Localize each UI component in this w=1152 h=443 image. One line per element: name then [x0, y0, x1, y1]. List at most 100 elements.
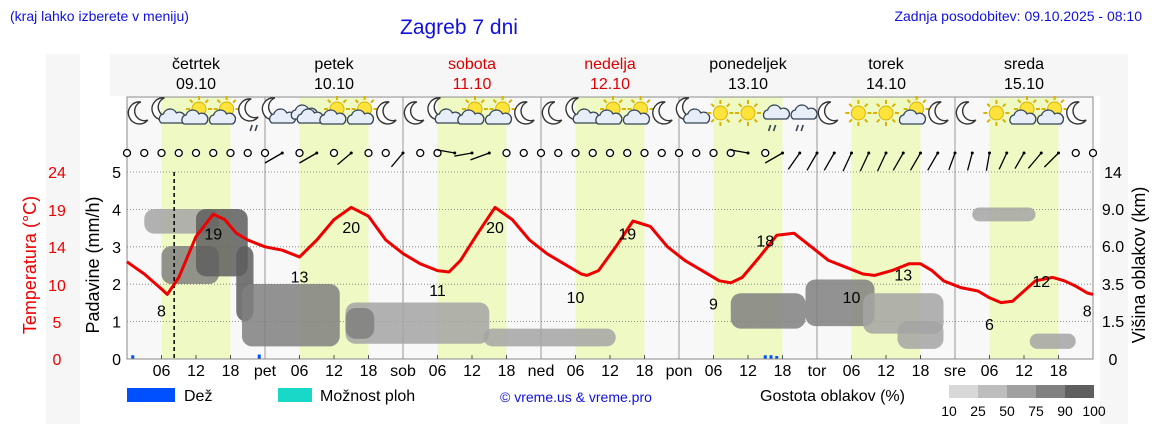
- x-tick-label: 18: [360, 363, 378, 380]
- x-day-label: pet: [254, 363, 277, 380]
- moon-cloud-icon: [151, 97, 186, 124]
- wind-barb-origin: [470, 151, 474, 155]
- x-tick-label: 12: [463, 363, 481, 380]
- wind-barb: [337, 152, 352, 166]
- x-day-label: sob: [390, 363, 416, 380]
- moon-icon: [376, 101, 397, 125]
- cloud-blob: [805, 279, 875, 327]
- day-header-band: [110, 54, 1100, 96]
- x-day-label: ned: [528, 363, 555, 380]
- wind-barb-origin: [919, 151, 922, 155]
- wind-barb: [764, 152, 783, 164]
- x-tick-label: 06: [291, 363, 309, 380]
- wind-calm-marker: [640, 148, 649, 158]
- sun-cloud-icon: [484, 96, 516, 125]
- density-swatch: [1036, 385, 1065, 398]
- wind-barb: [892, 152, 904, 171]
- wind-barb: [1043, 152, 1059, 168]
- temp-label: 19: [618, 227, 636, 244]
- temp-label: 10: [843, 290, 861, 307]
- density-level: 25: [970, 403, 986, 419]
- wind-calm-marker: [709, 148, 718, 158]
- cloud-height-axis-label: Višina oblakov (km): [1129, 187, 1149, 344]
- sun-icon: [873, 100, 899, 126]
- wind-calm-marker: [588, 148, 597, 158]
- day-date: 13.10: [728, 76, 768, 93]
- wind-barb-origin: [453, 151, 457, 155]
- wind-barb: [436, 149, 455, 154]
- wind-barb: [299, 152, 318, 164]
- cloud-blob: [1029, 333, 1076, 349]
- x-tick-label: 12: [1015, 363, 1033, 380]
- wind-barb: [470, 152, 490, 161]
- wind-barb: [806, 152, 818, 171]
- wind-barb: [730, 149, 749, 154]
- wind-barb-origin: [815, 151, 819, 155]
- cloud-blob: [196, 209, 248, 277]
- wind-barb: [787, 152, 801, 170]
- wind-calm-marker: [536, 148, 546, 158]
- sun-cloud-icon: [319, 96, 350, 125]
- cloud-height-tick: 14: [1104, 165, 1122, 182]
- precip-tick: 1: [112, 315, 121, 332]
- day-name: sobota: [448, 56, 496, 73]
- sun-cloud-icon: [346, 96, 378, 125]
- x-tick-label: 18: [1050, 363, 1068, 380]
- wind-barb-origin: [315, 151, 319, 155]
- shower-swatch: [278, 388, 312, 402]
- temp-tick: 19: [48, 203, 66, 220]
- wind-barb-origin: [988, 151, 991, 155]
- day-name: nedelja: [584, 56, 636, 73]
- wind-calm-marker: [554, 148, 563, 158]
- sun-icon: [735, 100, 761, 126]
- x-day-label: pon: [666, 363, 693, 380]
- rain-swatch: [127, 388, 175, 402]
- temp-label: 13: [291, 269, 309, 286]
- precip-bar: [257, 354, 261, 359]
- wind-barb-origin: [936, 151, 940, 155]
- x-tick-label: 12: [187, 363, 205, 380]
- x-tick-label: 18: [636, 363, 654, 380]
- daytime-band: [575, 97, 645, 359]
- cloud-height-tick: 3.5: [1102, 277, 1124, 294]
- density-swatch: [978, 385, 1007, 398]
- moon-icon: [1066, 101, 1087, 125]
- wind-calm-marker: [174, 148, 183, 158]
- sun-icon: [983, 100, 1010, 126]
- moon-icon: [928, 101, 949, 125]
- cloud-blob: [345, 308, 375, 339]
- wind-barb: [842, 152, 853, 172]
- left-axis-panel: [46, 54, 80, 424]
- x-tick-label: 06: [843, 363, 861, 380]
- x-tick-label: 06: [153, 363, 171, 380]
- temp-axis-label: Temperatura (°C): [20, 196, 40, 334]
- cloud-blob: [972, 207, 1036, 222]
- legend-density-title: Gostota oblakov (%): [760, 388, 905, 405]
- density-swatch: [949, 385, 978, 398]
- x-tick-label: 18: [774, 363, 792, 380]
- wind-calm-marker: [329, 148, 339, 158]
- wind-barb-origin: [781, 151, 784, 155]
- x-tick-label: 18: [222, 363, 240, 380]
- wind-calm-marker: [140, 148, 149, 158]
- credit: © vreme.us & vreme.pro: [500, 389, 652, 405]
- day-date: 11.10: [453, 76, 492, 93]
- right-axis-panel: [1100, 54, 1128, 424]
- wind-barb-origin: [901, 151, 905, 155]
- moon-icon: [817, 101, 839, 125]
- wind-calm-marker: [191, 148, 201, 158]
- day-name: sreda: [1004, 56, 1044, 73]
- rain-cloud-icon: [762, 104, 791, 132]
- cloud-blob: [345, 302, 490, 344]
- sun-cloud-icon: [208, 96, 240, 125]
- precip-bar: [769, 355, 773, 359]
- x-tick-label: 06: [429, 363, 447, 380]
- x-tick-label: 06: [705, 363, 723, 380]
- wind-barb: [454, 152, 473, 157]
- day-date: 14.10: [866, 76, 906, 93]
- sun-icon: [707, 100, 734, 126]
- rain-cloud-icon: [790, 104, 818, 132]
- wind-barb: [1027, 152, 1042, 169]
- cloud-height-tick: 0: [1109, 352, 1118, 369]
- wind-calm-marker: [692, 148, 701, 158]
